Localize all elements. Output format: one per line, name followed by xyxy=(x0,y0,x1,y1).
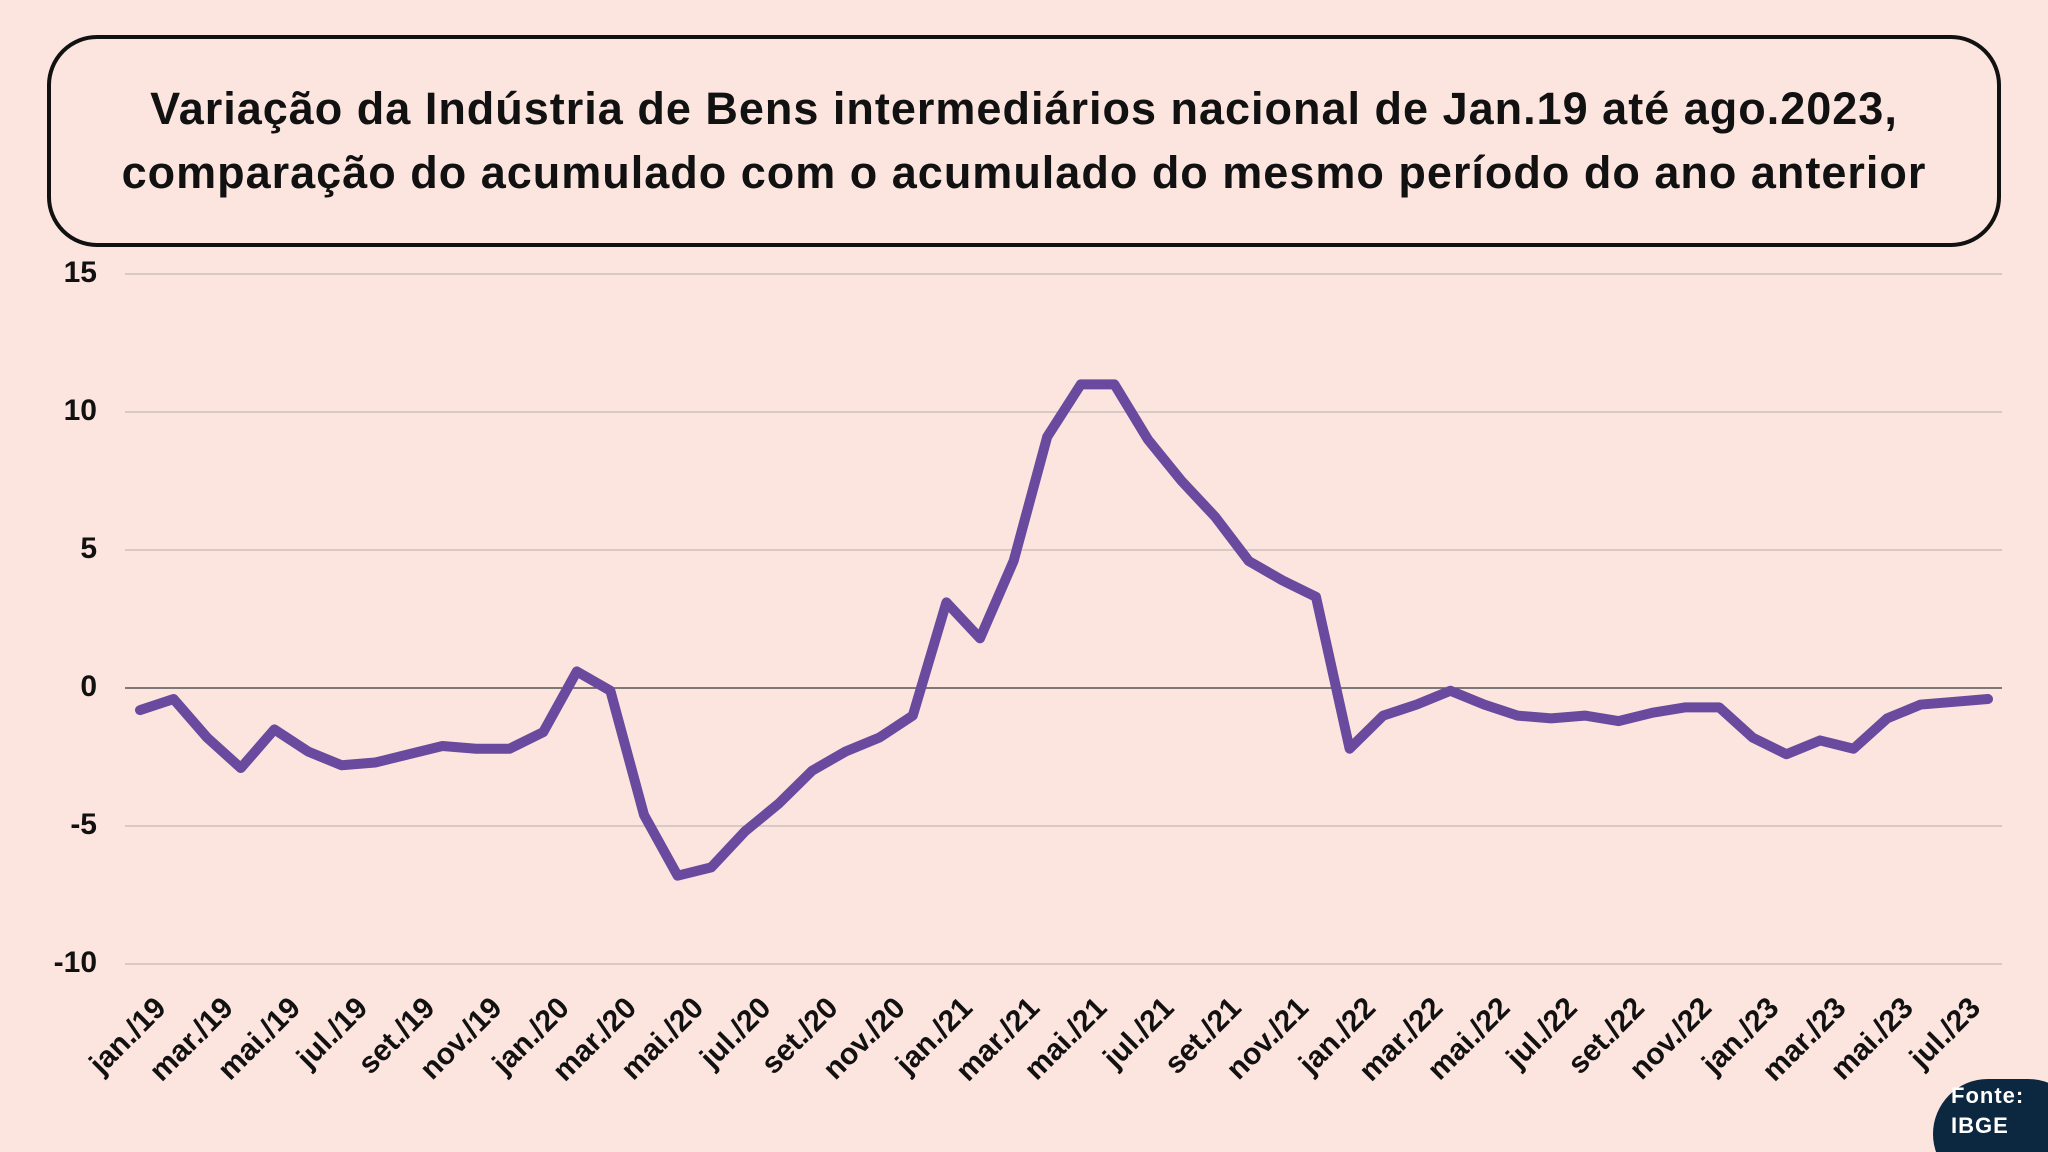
y-tick-label: 0 xyxy=(80,670,97,703)
source-badge: Fonte: IBGE xyxy=(1933,1079,2048,1152)
y-tick-label: -5 xyxy=(70,808,97,841)
y-tick-label: -10 xyxy=(54,946,97,979)
data-line xyxy=(135,379,1993,881)
y-tick-label: 5 xyxy=(80,532,97,565)
x-tick-label: jul./23 xyxy=(1903,991,1987,1075)
y-tick-label: 10 xyxy=(64,394,97,427)
y-tick-label: 15 xyxy=(64,256,97,289)
source-label: Fonte: xyxy=(1951,1083,2025,1108)
chart-title: Variação da Indústria de Bens intermediá… xyxy=(47,35,2001,247)
source: IBGE xyxy=(1951,1113,2009,1138)
